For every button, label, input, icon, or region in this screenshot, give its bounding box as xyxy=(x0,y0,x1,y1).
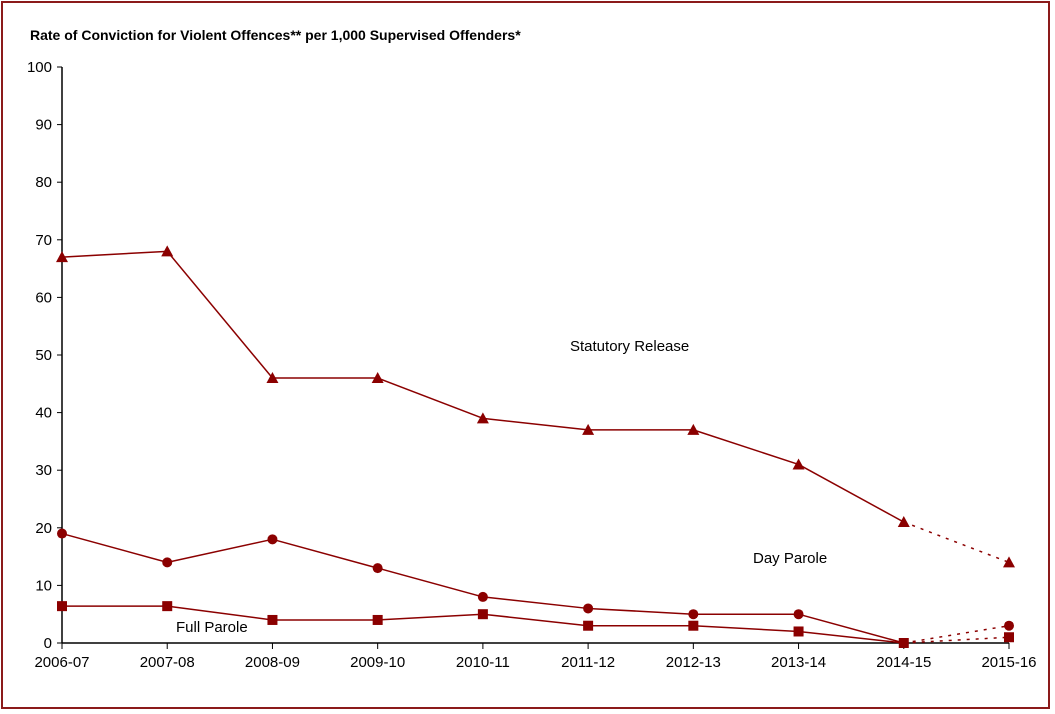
x-tick-label: 2007-08 xyxy=(140,654,195,671)
x-tick-label: 2014-15 xyxy=(876,654,931,671)
x-tick-label: 2008-09 xyxy=(245,654,300,671)
series-segment-dotted xyxy=(903,624,1010,644)
series-full-parole xyxy=(57,601,1014,648)
data-point-circle xyxy=(57,528,67,539)
data-point-triangle xyxy=(476,412,489,424)
y-tick-label: 50 xyxy=(35,347,52,364)
data-point-triangle xyxy=(266,372,279,384)
y-tick-label: 100 xyxy=(27,59,52,76)
data-point-circle xyxy=(477,591,488,602)
series-segment xyxy=(693,624,799,633)
series-segment xyxy=(377,613,483,621)
y-tick-label: 20 xyxy=(35,520,52,537)
data-point-square xyxy=(372,614,383,625)
data-point-square xyxy=(477,609,488,620)
series-segment xyxy=(377,377,484,420)
series-segment xyxy=(61,250,168,258)
series-segment xyxy=(798,613,904,644)
series-day-parole xyxy=(57,528,1014,648)
x-tick-label: 2012-13 xyxy=(666,654,721,671)
data-point-triangle xyxy=(687,423,700,435)
data-point-square xyxy=(162,601,173,612)
data-point-circle xyxy=(793,609,804,620)
series-segment xyxy=(166,250,274,379)
data-point-square xyxy=(793,626,804,637)
y-tick-label: 80 xyxy=(35,174,52,191)
data-point-circle xyxy=(1004,620,1014,631)
series-segment xyxy=(167,605,273,621)
y-tick-label: 90 xyxy=(35,117,52,134)
data-point-circle xyxy=(688,609,699,620)
x-tick-label: 2015-16 xyxy=(981,654,1036,671)
series-segment xyxy=(167,538,273,564)
series-label-day-parole: Day Parole xyxy=(753,550,827,567)
series-segment-dotted xyxy=(903,636,1010,644)
data-point-square xyxy=(583,620,594,631)
series-segment xyxy=(482,417,589,431)
data-point-square xyxy=(688,620,699,631)
series-segment xyxy=(377,567,484,598)
y-tick-label: 0 xyxy=(44,635,52,652)
data-point-triangle xyxy=(56,251,68,263)
data-point-triangle xyxy=(792,458,805,470)
data-point-square xyxy=(57,601,67,612)
data-point-circle xyxy=(583,603,594,614)
series-segment xyxy=(482,596,589,610)
series-segment xyxy=(588,607,694,615)
x-tick-label: 2010-11 xyxy=(456,654,510,671)
y-tick-label: 40 xyxy=(35,405,52,422)
y-tick-label: 30 xyxy=(35,462,52,479)
data-point-triangle xyxy=(371,372,384,384)
series-segment xyxy=(272,538,378,569)
series-segment xyxy=(61,532,168,564)
series-segment xyxy=(798,630,904,644)
data-point-square xyxy=(267,614,278,625)
data-point-triangle xyxy=(897,516,910,528)
series-label-statutory-release: Statutory Release xyxy=(570,338,689,355)
data-point-square xyxy=(1004,632,1014,643)
y-tick-label: 60 xyxy=(35,289,52,306)
x-tick-label: 2013-14 xyxy=(771,654,826,671)
y-tick-label: 70 xyxy=(35,232,52,249)
series-statutory-release xyxy=(56,245,1015,568)
series-segment-dotted xyxy=(903,521,1010,564)
series-label-full-parole: Full Parole xyxy=(176,619,248,636)
data-point-circle xyxy=(162,557,173,568)
data-point-circle xyxy=(267,534,278,545)
x-tick-label: 2009-10 xyxy=(350,654,405,671)
data-point-circle xyxy=(372,563,383,574)
y-tick-label: 10 xyxy=(35,577,52,594)
data-point-triangle xyxy=(1003,556,1015,568)
data-point-triangle xyxy=(582,423,595,435)
x-tick-label: 2011-12 xyxy=(561,654,615,671)
series-segment xyxy=(482,613,589,627)
x-tick-label: 2006-07 xyxy=(34,654,89,671)
data-point-square xyxy=(898,638,909,648)
data-point-triangle xyxy=(161,245,174,257)
series-segment xyxy=(693,429,799,466)
series-segment xyxy=(798,463,905,523)
chart-title: Rate of Conviction for Violent Offences*… xyxy=(30,27,521,43)
